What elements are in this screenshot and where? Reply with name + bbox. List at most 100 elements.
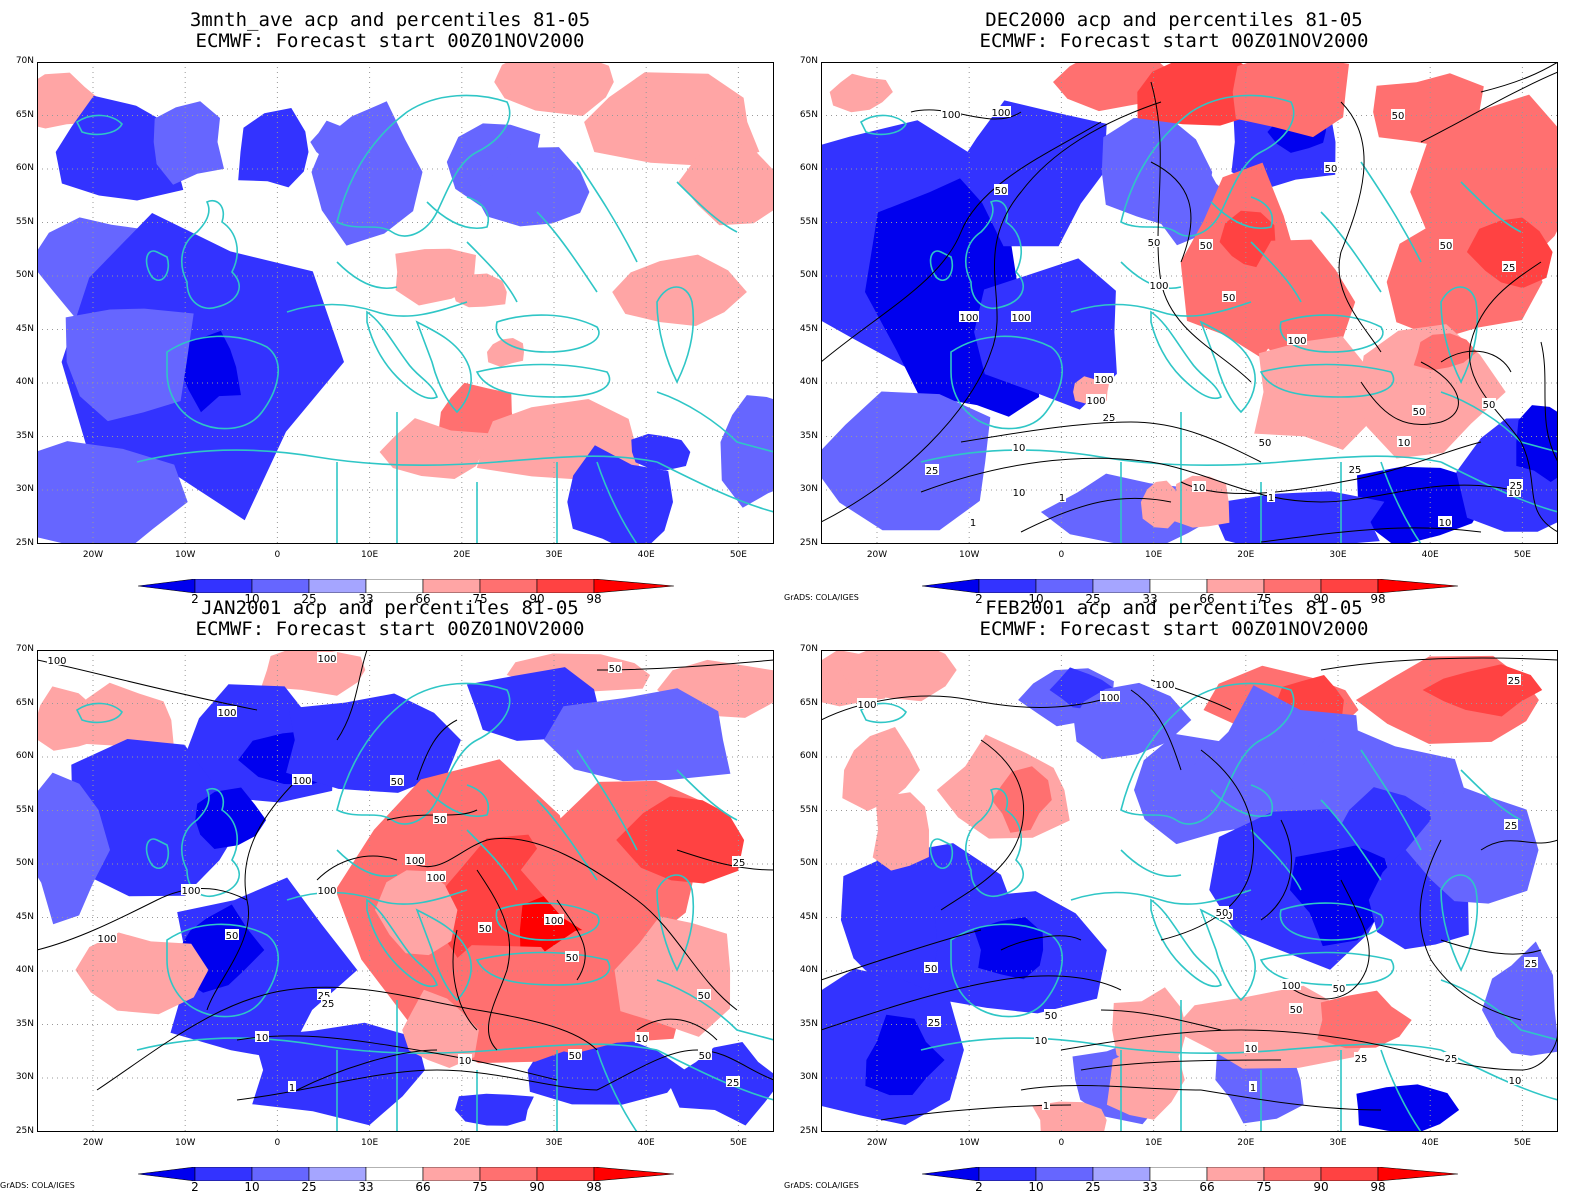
colorbar-label: 75 (1256, 1180, 1272, 1194)
lon-tick-label: 30E (1329, 550, 1347, 560)
colorbar-segment (308, 1166, 367, 1182)
colorbar-segment (536, 1166, 595, 1182)
coastline (1440, 286, 1479, 384)
coastline (920, 1037, 1442, 1055)
lon-tick-label: 20W (866, 1138, 888, 1148)
percentile-patch (973, 917, 1044, 980)
lat-tick-label: 35N (15, 430, 34, 441)
coastline (1120, 94, 1295, 237)
lon-tick-label: 0 (1058, 1138, 1065, 1148)
contour-line (1200, 1089, 1382, 1111)
percentile-patch (974, 258, 1117, 410)
contour-line (37, 887, 248, 951)
contour-label-bg (255, 1031, 269, 1042)
contour-labels: 1001001002550255050100505025502510101125… (857, 674, 1538, 1112)
colorbar: 2 10 25 33 66 75 90 98 (921, 1166, 1459, 1202)
coastline (656, 874, 695, 972)
contour-label: 50 (1200, 241, 1213, 252)
lon-tick-label: 0 (274, 1138, 281, 1148)
contour-label-bg (1508, 1074, 1522, 1085)
contour-label: 100 (544, 916, 563, 927)
contour-label-bg (433, 813, 447, 824)
lon-tick-label: 20E (453, 1138, 471, 1148)
lat-tick-label: 55N (15, 216, 34, 227)
contour-label-bg (1012, 441, 1026, 452)
colorbar: 2 10 25 33 66 75 90 98 (137, 1166, 675, 1202)
contour-label: 1 (1059, 493, 1065, 504)
contour-label: 25 (1445, 1054, 1458, 1065)
contour-label: 100 (47, 656, 66, 667)
lat-tick-label: 65N (799, 697, 818, 708)
contour-label-bg (698, 1049, 712, 1060)
contour-label: 100 (317, 886, 336, 897)
lat-tick-label: 70N (15, 56, 34, 66)
contour-label-bg (1281, 979, 1301, 990)
contour-label: 25 (733, 858, 746, 869)
percentile-patch (55, 95, 184, 201)
shaded-percentile-field (821, 650, 1558, 1132)
colorbar-arrow-high (593, 578, 675, 594)
colorbar-segment (1206, 1166, 1265, 1182)
coastline (656, 461, 774, 513)
contour-line (1100, 1009, 1222, 1031)
lat-tick-label: 25N (799, 1125, 818, 1136)
coastline (475, 363, 611, 398)
contour-line (1540, 341, 1558, 463)
contour-line (1260, 819, 1292, 921)
lat-tick-label: 70N (15, 644, 34, 654)
lat-tick-label: 70N (799, 644, 818, 654)
contour-label: 10 (1193, 483, 1206, 494)
lon-tick-label: 40E (1421, 550, 1439, 560)
map-area: 1001001002550255050100505025502510101125… (821, 650, 1558, 1132)
coastline (426, 784, 489, 817)
colorbar-svg (921, 1166, 1459, 1182)
contour-label: 25 (727, 1078, 740, 1089)
coastline (965, 200, 1024, 309)
contour-label: 1 (1250, 1083, 1256, 1094)
contour-label-bg (1267, 491, 1275, 502)
contour-label: 50 (1259, 438, 1272, 449)
lat-tick-label: 65N (15, 109, 34, 120)
contour-label-bg (565, 951, 579, 962)
lon-tick-label: 10E (1145, 1138, 1163, 1148)
coastline (929, 838, 954, 869)
lon-tick-label: 20E (1237, 550, 1255, 560)
contour-labels: 100 100 50 50 50 100 50 50 50 50 25 100 100 100 100 100… (925, 106, 1523, 529)
percentile-patch (1217, 491, 1385, 544)
contour-line (1480, 62, 1558, 93)
contour-label: 25 (926, 466, 939, 477)
colorbar-label: 98 (586, 1180, 602, 1194)
shaded-percentile-field (37, 62, 774, 544)
lon-tick-label: 0 (274, 550, 281, 560)
contour-label: 10 (459, 1056, 472, 1067)
contour-label-bg (1348, 463, 1362, 474)
percentile-patch (1243, 239, 1356, 366)
contour-label: 50 (566, 953, 579, 964)
lon-tick-label: 30E (545, 550, 563, 560)
contour-label-bg (1504, 819, 1518, 830)
contour-line (236, 1069, 598, 1101)
contour-label-bg (390, 775, 404, 786)
contour-label: 100 (426, 873, 445, 884)
lat-tick-label: 35N (799, 430, 818, 441)
colorbar-label: 2 (975, 592, 983, 606)
lat-tick-label: 40N (15, 377, 34, 387)
contour-label-bg (1507, 674, 1521, 685)
map-svg: 100 100 50 50 50 100 50 50 50 50 25 100 100 100 100 100… (821, 62, 1558, 544)
contour-line (236, 1035, 558, 1081)
contour-line (1080, 1059, 1282, 1071)
coastline (1210, 196, 1273, 229)
contour-label-bg (544, 914, 564, 925)
contour-label: 100 (1100, 693, 1119, 704)
coastline (929, 250, 954, 281)
percentile-patch (1174, 475, 1230, 528)
contour-label-bg (732, 856, 746, 867)
contour-label-bg (1244, 1042, 1258, 1053)
percentile-patch (991, 766, 1052, 833)
colorbar-label: 33 (358, 1180, 374, 1194)
colorbar-segment (1263, 1166, 1322, 1182)
contour-label-bg (1042, 1099, 1050, 1110)
percentile-patch (473, 147, 590, 227)
contour-line (336, 650, 368, 741)
contour-line (1320, 657, 1558, 671)
